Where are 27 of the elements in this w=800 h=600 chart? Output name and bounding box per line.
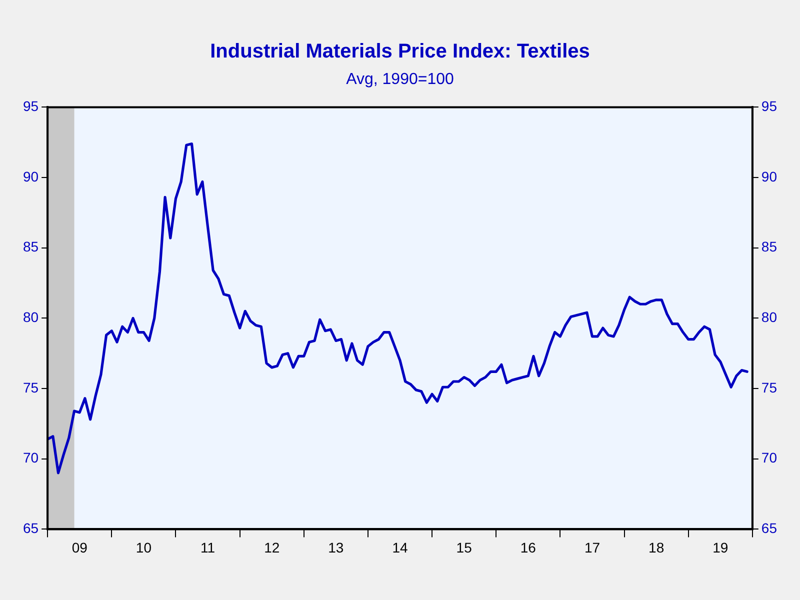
y-tick-label: 80 — [22, 309, 39, 326]
y2-tick-label: 65 — [761, 520, 778, 536]
x-tick-label: 12 — [264, 539, 280, 556]
x-tick-label: 18 — [648, 539, 664, 556]
x-tick-label: 17 — [584, 539, 600, 556]
x-tick-label: 14 — [392, 539, 408, 556]
y2-tick-label: 75 — [761, 379, 778, 396]
x-tick-label: 13 — [328, 539, 344, 556]
y-tick-label: 90 — [22, 168, 39, 184]
y2-tick-label: 95 — [761, 98, 778, 114]
y2-tick-label: 85 — [761, 238, 778, 255]
x-tick-label: 15 — [456, 539, 472, 556]
chart-title: Industrial Materials Price Index: Textiles — [210, 40, 590, 63]
x-tick-label: 09 — [72, 539, 88, 556]
y-tick-label: 70 — [22, 450, 39, 466]
y-tick-label: 75 — [22, 379, 39, 396]
x-tick-label: 19 — [712, 539, 728, 556]
y2-tick-label: 80 — [761, 309, 778, 326]
y-tick-label: 65 — [22, 520, 39, 536]
y-tick-label: 85 — [22, 238, 39, 255]
chart-subtitle: Avg, 1990=100 — [346, 71, 454, 88]
y-tick-label: 95 — [22, 98, 39, 114]
x-tick-label: 11 — [200, 539, 216, 556]
y2-tick-label: 90 — [761, 168, 778, 184]
x-tick-label: 10 — [136, 539, 152, 556]
x-tick-label: 16 — [520, 539, 536, 556]
y2-tick-label: 70 — [761, 450, 778, 466]
